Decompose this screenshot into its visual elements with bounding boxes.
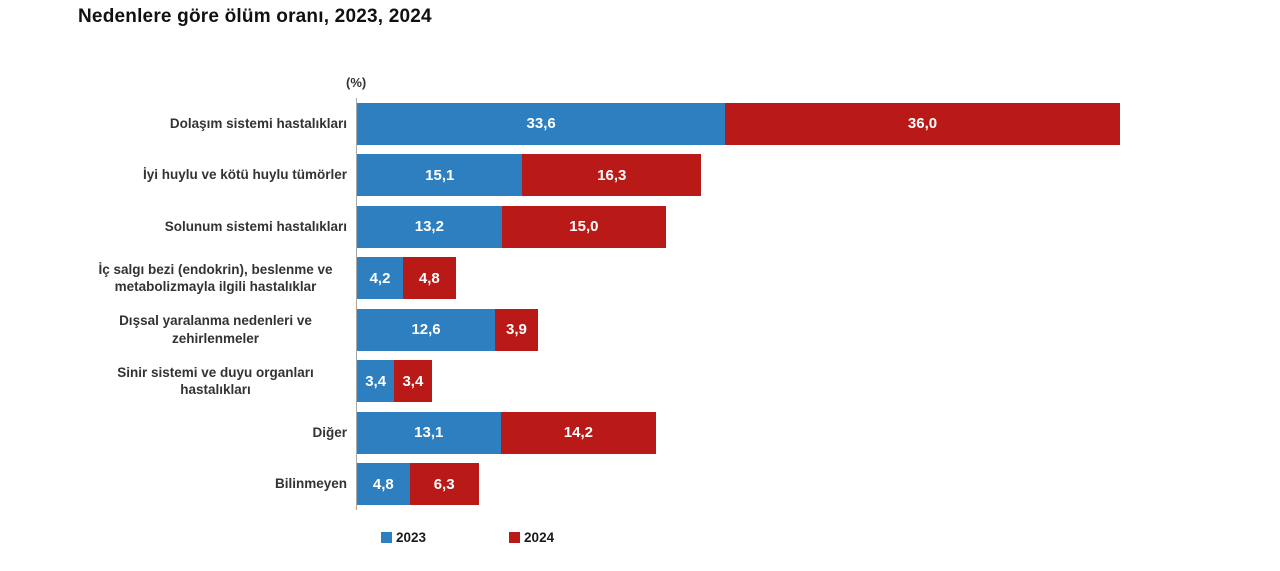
category-label-text: İyi huylu ve kötü huylu tümörler [142, 167, 347, 183]
stacked-bar: 4,2 4,8 [357, 257, 456, 300]
bar-segment-2023: 33,6 [357, 102, 726, 145]
category-label: Diğer [84, 424, 357, 442]
bar-segment-2023: 4,8 [357, 463, 410, 506]
category-label-text: Sinir sistemi ve duyu organları hastalık… [117, 364, 314, 398]
chart-title: Nedenlere göre ölüm oranı, 2023, 2024 [78, 6, 432, 27]
legend-item-2023: 2023 [381, 530, 426, 545]
bar-segment-2023: 13,1 [357, 411, 501, 454]
bar-segment-2023: 12,6 [357, 308, 496, 351]
bar-row: Dışsal yaralanma nedenleri ve zehirlenme… [0, 304, 1280, 356]
legend-label: 2024 [524, 530, 555, 545]
stacked-bar: 13,2 15,0 [357, 205, 667, 248]
plot-area: Dolaşım sistemi hastalıkları 33,6 36,0 İyi … [0, 98, 1280, 510]
category-label-text: Bilinmeyen [274, 476, 347, 492]
category-label: Sinir sistemi ve duyu organları hastalık… [84, 364, 357, 399]
bar-row: Dolaşım sistemi hastalıkları 33,6 36,0 [0, 98, 1280, 150]
legend-swatch-icon [509, 532, 521, 543]
stacked-bar: 12,6 3,9 [357, 308, 538, 351]
bar-segment-2024: 14,2 [500, 411, 657, 454]
legend: 2023 2024 [381, 530, 554, 545]
category-label: Dolaşım sistemi hastalıkları [84, 115, 357, 133]
category-label: İç salgı bezi (endokrin), beslenme ve me… [84, 261, 357, 296]
legend-item-2024: 2024 [509, 530, 554, 545]
bar-segment-2023: 15,1 [357, 154, 523, 197]
y-axis-line [356, 98, 357, 510]
category-label-text: Diğer [312, 424, 347, 440]
stacked-bar: 15,1 16,3 [357, 154, 702, 197]
bar-segment-2024: 4,8 [403, 257, 456, 300]
bar-segment-2024: 3,4 [394, 360, 432, 403]
stacked-bar: 33,6 36,0 [357, 102, 1120, 145]
bar-segment-2023: 13,2 [357, 205, 502, 248]
category-label-text: İç salgı bezi (endokrin), beslenme ve me… [98, 261, 333, 295]
percent-unit-label: (%) [346, 75, 367, 90]
category-label: İyi huylu ve kötü huylu tümörler [84, 166, 357, 184]
stacked-bar: 3,4 3,4 [357, 360, 432, 403]
bar-segment-2024: 16,3 [522, 154, 702, 197]
bar-row: Sinir sistemi ve duyu organları hastalık… [0, 356, 1280, 408]
bar-segment-2024: 6,3 [409, 463, 479, 506]
bar-segment-2023: 4,2 [357, 257, 404, 300]
category-label: Dışsal yaralanma nedenleri ve zehirlenme… [84, 312, 357, 347]
bar-segment-2024: 36,0 [725, 102, 1120, 145]
category-label: Solunum sistemi hastalıkları [84, 218, 357, 236]
bar-row: İyi huylu ve kötü huylu tümörler 15,1 16,3 [0, 150, 1280, 202]
bar-row: Bilinmeyen 4,8 6,3 [0, 459, 1280, 511]
bar-row: Diğer 13,1 14,2 [0, 407, 1280, 459]
bar-row: İç salgı bezi (endokrin), beslenme ve me… [0, 253, 1280, 305]
category-label-text: Dolaşım sistemi hastalıkları [169, 115, 347, 131]
bar-segment-2024: 3,9 [495, 308, 538, 351]
category-label-text: Solunum sistemi hastalıkları [164, 218, 347, 234]
bar-segment-2024: 15,0 [501, 205, 667, 248]
category-label-text: Dışsal yaralanma nedenleri ve zehirlenme… [119, 313, 312, 346]
legend-swatch-icon [381, 532, 392, 543]
bar-row: Solunum sistemi hastalıkları 13,2 15,0 [0, 201, 1280, 253]
bar-segment-2023: 3,4 [357, 360, 395, 403]
legend-label: 2023 [396, 530, 427, 545]
stacked-bar: 4,8 6,3 [357, 463, 479, 506]
category-label: Bilinmeyen [84, 475, 357, 493]
stacked-bar: 13,1 14,2 [357, 411, 657, 454]
